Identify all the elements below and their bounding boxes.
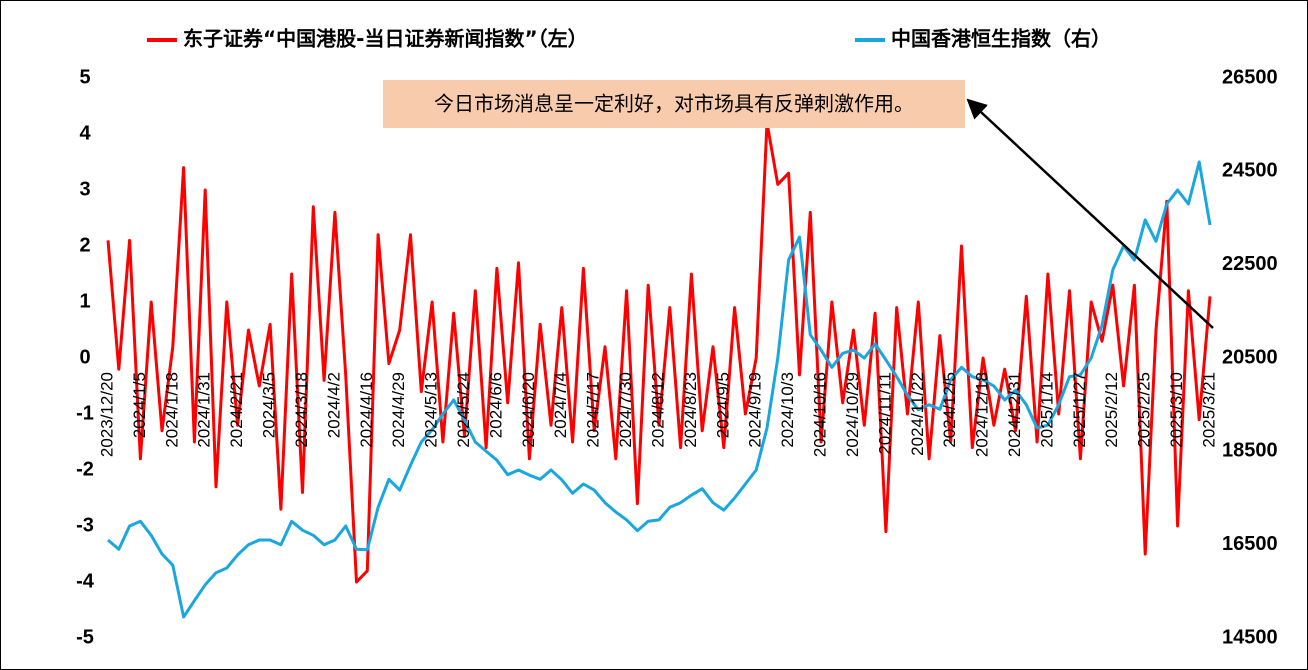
- y2-tick-label: 20500: [1222, 346, 1278, 368]
- x-tick-label: 2024/7/17: [584, 372, 603, 448]
- plot: [106, 121, 1212, 619]
- y2-tick-label: 18500: [1222, 440, 1278, 462]
- x-tick-label: 2024/4/16: [357, 372, 376, 448]
- x-tick-label: 2024/1/5: [130, 372, 149, 438]
- y2-tick-label: 26500: [1222, 66, 1278, 88]
- x-tick-label: 2024/11/22: [908, 372, 927, 456]
- x-tick-label: 2024/1/18: [162, 372, 181, 448]
- series-line: [107, 160, 1212, 619]
- legend-label: 中国香港恒生指数（右）: [891, 27, 1111, 51]
- x-tick-label: 2024/11/11: [875, 372, 894, 455]
- y-tick-label: 4: [79, 122, 91, 144]
- x-tick-label: 2024/9/19: [746, 372, 765, 448]
- x-tick-label: 2024/3/5: [260, 372, 279, 438]
- x-tick-label: 2024/6/6: [486, 372, 505, 438]
- x-tick-label: 2024/1/31: [195, 372, 214, 448]
- y-tick-label: -1: [76, 402, 94, 424]
- legend-label: 东子证券“中国港股-当日证券新闻指数”（左）: [183, 27, 588, 51]
- x-tick-label: 2023/12/20: [97, 372, 116, 457]
- annotation-box: [383, 80, 965, 128]
- y-tick-label: 0: [79, 346, 90, 368]
- x-tick-label: 2024/5/13: [422, 372, 441, 448]
- y-tick-label: -4: [76, 570, 95, 592]
- y-tick-label: -3: [76, 514, 94, 536]
- x-tick-label: 2024/5/24: [454, 372, 473, 448]
- y2-tick-label: 22500: [1222, 253, 1278, 275]
- x-tick-label: 2024/12/18: [973, 372, 992, 457]
- x-tick-label: 2024/8/12: [648, 372, 667, 448]
- x-tick-label: 2024/10/16: [811, 372, 830, 457]
- x-tick-label: 2024/4/29: [389, 372, 408, 448]
- y-tick-label: 3: [79, 178, 90, 200]
- y-tick-label: 5: [79, 66, 90, 88]
- x-tick-label: 2024/12/5: [940, 372, 959, 448]
- x-tick-label: 2024/10/29: [843, 372, 862, 457]
- y2-tick-label: 16500: [1222, 533, 1278, 555]
- annotation: 今日市场消息呈一定利好，对市场具有反弹刺激作用。: [434, 92, 914, 116]
- y2-tick-label: 24500: [1222, 160, 1278, 182]
- x-tick-label: 2024/3/18: [292, 372, 311, 448]
- x-tick-label: 2024/6/20: [519, 372, 538, 448]
- y-tick-label: 2: [79, 234, 90, 256]
- y-tick-label: 1: [79, 290, 90, 312]
- x-tick-label: 2024/7/4: [551, 372, 570, 438]
- x-tick-label: 2024/2/21: [227, 372, 246, 448]
- x-tick-label: 2024/7/30: [616, 372, 635, 448]
- x-tick-label: 2024/9/5: [713, 372, 732, 438]
- x-tick-label: 2024/10/3: [778, 372, 797, 448]
- x-tick-label: 2024/12/31: [1005, 372, 1024, 457]
- x-tick-label: 2025/3/10: [1167, 372, 1186, 448]
- x-tick-label: 2025/3/21: [1199, 372, 1218, 448]
- x-tick-label: 2025/2/25: [1135, 372, 1154, 448]
- x-tick-label: 2024/8/23: [681, 372, 700, 448]
- annotation-arrow: [966, 98, 1214, 329]
- x-tick-label: 2025/1/14: [1037, 372, 1056, 448]
- series-line: [106, 121, 1212, 584]
- y-tick-label: -2: [76, 458, 94, 480]
- y2-tick-label: 14500: [1222, 626, 1278, 648]
- y-tick-label: -5: [76, 626, 94, 648]
- x-tick-label: 2025/1/27: [1070, 372, 1089, 448]
- x-tick-label: 2025/2/12: [1102, 372, 1121, 448]
- x-tick-label: 2024/4/2: [324, 372, 343, 438]
